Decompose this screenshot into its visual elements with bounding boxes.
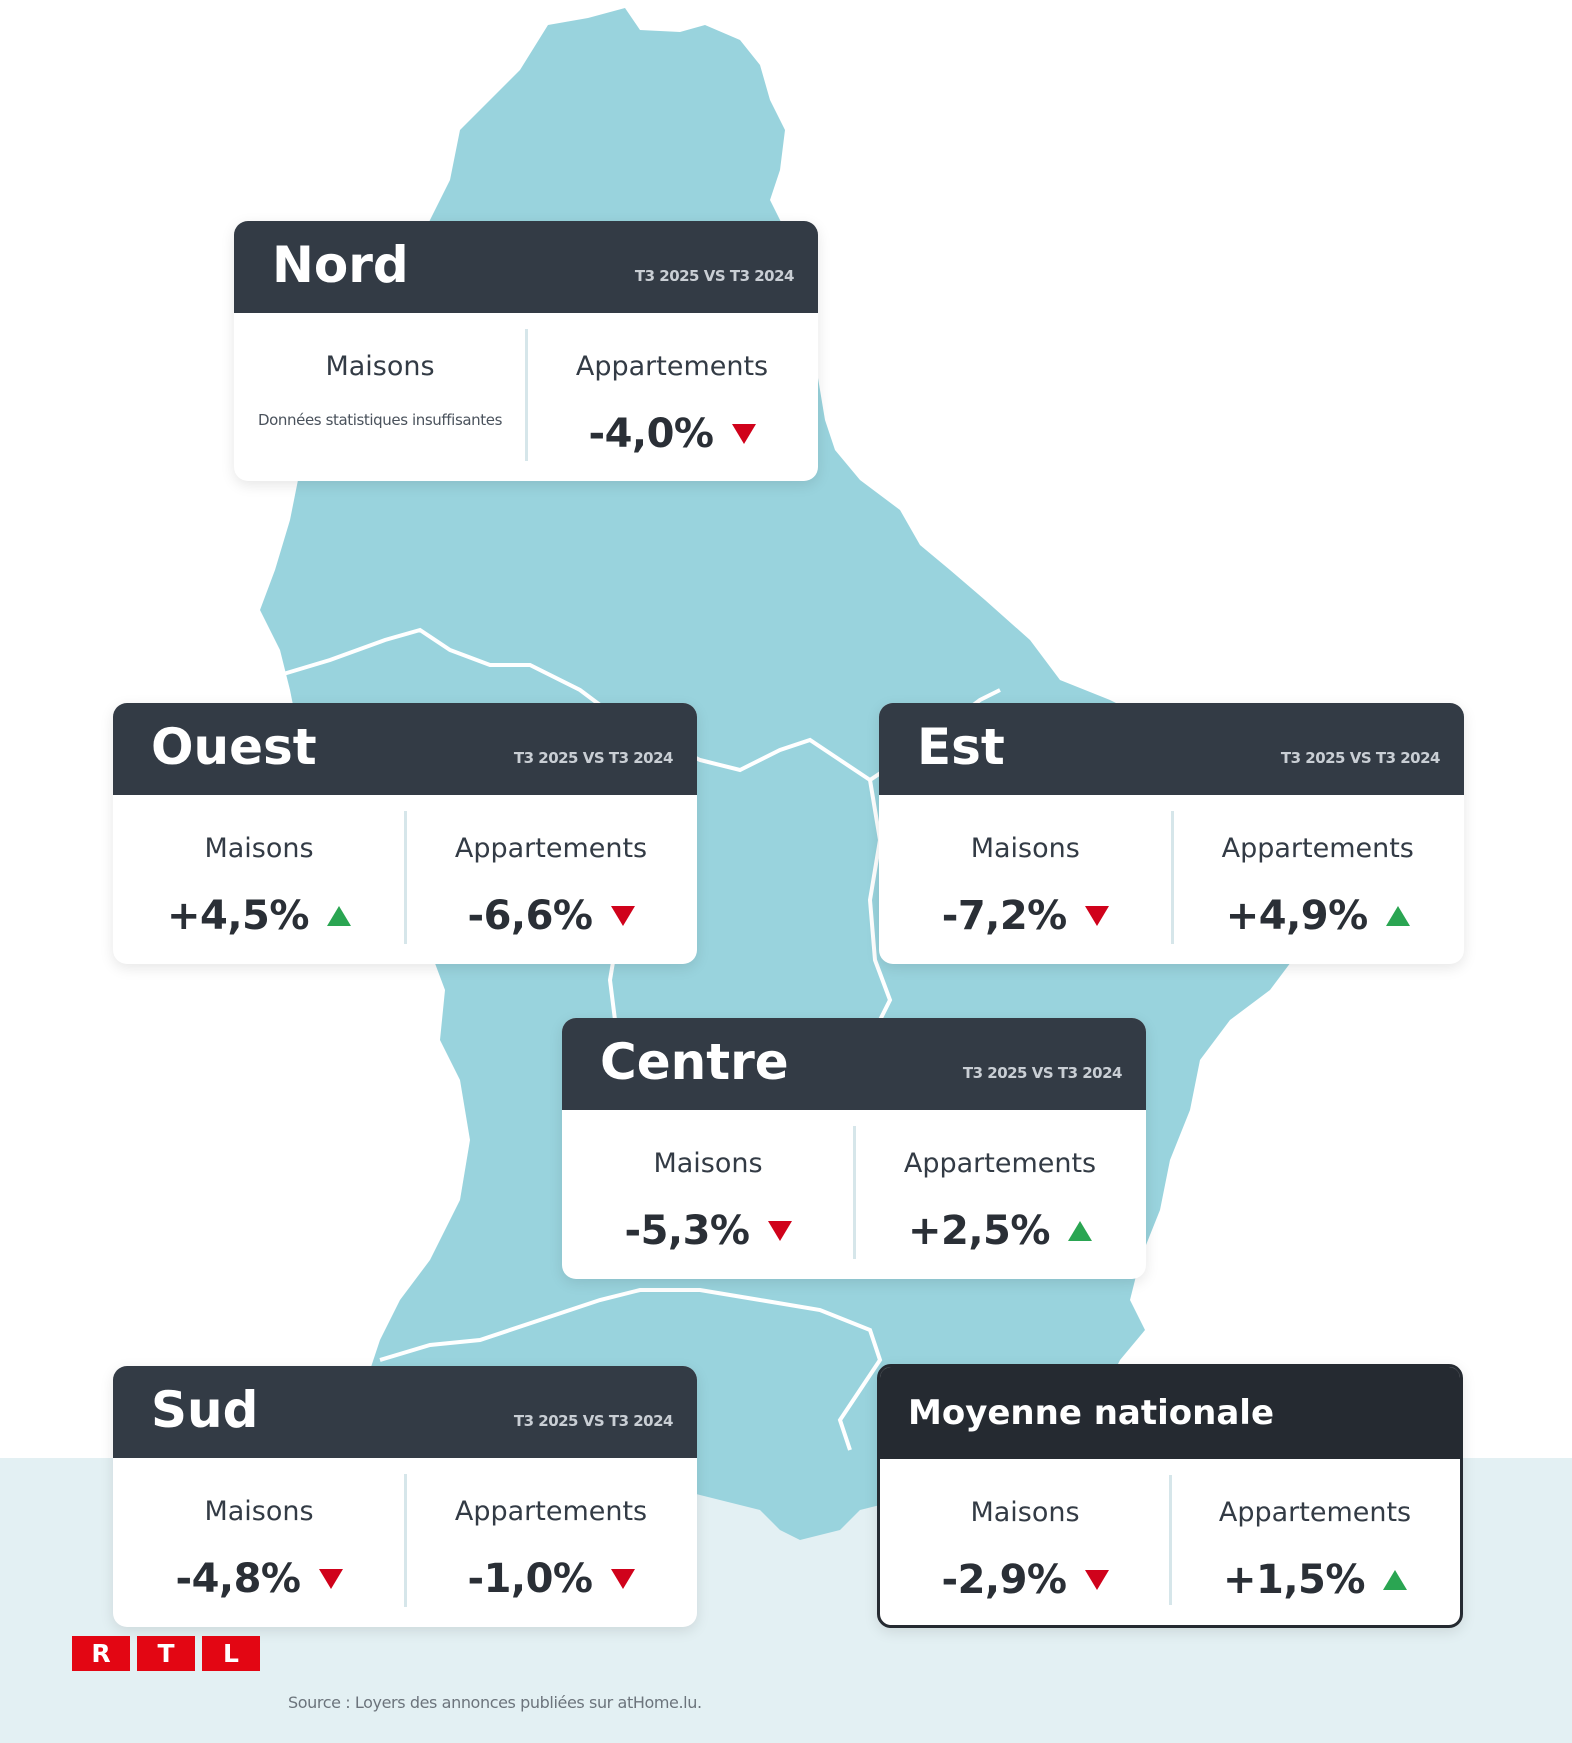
period-label: T3 2025 VS T3 2024 bbox=[634, 267, 795, 285]
appartements-label: Appartements bbox=[454, 833, 648, 864]
appartements-label: Appartements bbox=[1221, 833, 1414, 864]
maisons-label: Maisons bbox=[204, 833, 314, 864]
arrow-down-icon bbox=[1084, 906, 1109, 926]
region-title: Ouest bbox=[151, 718, 317, 776]
maisons-value: -7,2% bbox=[941, 893, 1068, 939]
card-header: Centre T3 2025 VS T3 2024 bbox=[562, 1018, 1146, 1110]
value-row: -5,3% bbox=[562, 1208, 854, 1254]
maisons-value: -2,9% bbox=[941, 1557, 1067, 1603]
value-row: +4,9% bbox=[1172, 893, 1465, 939]
column-divider bbox=[853, 1126, 856, 1259]
maisons-value: -5,3% bbox=[624, 1208, 750, 1254]
appartements-value: -6,6% bbox=[467, 893, 593, 939]
maisons-value: +4,5% bbox=[167, 893, 309, 939]
maisons-column: Maisons -5,3% bbox=[562, 1110, 854, 1279]
arrow-down-icon bbox=[610, 906, 635, 926]
card-body: Maisons -5,3% Appartements +2,5% bbox=[562, 1110, 1146, 1279]
appartements-column: Appartements +1,5% bbox=[1170, 1459, 1460, 1625]
value-row: -4,0% bbox=[526, 411, 818, 457]
card-body: Maisons -7,2% Appartements +4,9% bbox=[879, 795, 1464, 964]
region-title: Moyenne nationale bbox=[908, 1393, 1274, 1433]
source-note: Source : Loyers des annonces publiées su… bbox=[288, 1693, 702, 1712]
column-divider bbox=[525, 329, 528, 461]
maisons-label: Maisons bbox=[970, 1497, 1080, 1528]
appartements-column: Appartements -4,0% bbox=[526, 313, 818, 481]
value-row: -1,0% bbox=[405, 1556, 697, 1602]
insufficient-data-note: Données statistiques insuffisantes bbox=[258, 411, 502, 429]
appartements-value: +2,5% bbox=[908, 1208, 1050, 1254]
arrow-down-icon bbox=[1084, 1570, 1109, 1590]
card-body: Maisons -4,8% Appartements -1,0% bbox=[113, 1458, 697, 1627]
maisons-label: Maisons bbox=[970, 833, 1080, 864]
region-title: Est bbox=[917, 718, 1005, 776]
appartements-label: Appartements bbox=[575, 351, 769, 382]
arrow-down-icon bbox=[318, 1569, 343, 1589]
maisons-column: Maisons Données statistiques insuffisant… bbox=[234, 313, 526, 481]
appartements-value: -4,0% bbox=[588, 411, 714, 457]
arrow-down-icon bbox=[767, 1221, 792, 1241]
appartements-column: Appartements +2,5% bbox=[854, 1110, 1146, 1279]
region-title: Nord bbox=[272, 236, 409, 294]
value-row: +1,5% bbox=[1170, 1557, 1460, 1603]
arrow-up-icon bbox=[1382, 1570, 1407, 1590]
value-row: -6,6% bbox=[405, 893, 697, 939]
appartements-value: +4,9% bbox=[1225, 893, 1368, 939]
period-label: T3 2025 VS T3 2024 bbox=[513, 1412, 674, 1430]
maisons-column: Maisons -7,2% bbox=[879, 795, 1172, 964]
maisons-label: Maisons bbox=[204, 1496, 314, 1527]
logo-letter-r: R bbox=[72, 1636, 130, 1671]
value-row: -4,8% bbox=[113, 1556, 405, 1602]
region-border-centre-est bbox=[867, 779, 893, 1021]
region-title: Centre bbox=[600, 1033, 789, 1091]
card-moyenne-nationale: Moyenne nationale Maisons -2,9% Appartem… bbox=[877, 1364, 1463, 1628]
column-divider bbox=[404, 1474, 407, 1607]
column-divider bbox=[404, 811, 407, 944]
appartements-label: Appartements bbox=[454, 1496, 648, 1527]
region-title: Sud bbox=[151, 1381, 259, 1439]
card-nord: Nord T3 2025 VS T3 2024 Maisons Données … bbox=[234, 221, 818, 481]
card-est: Est T3 2025 VS T3 2024 Maisons -7,2% App… bbox=[879, 703, 1464, 964]
appartements-label: Appartements bbox=[903, 1148, 1097, 1179]
card-header: Nord T3 2025 VS T3 2024 bbox=[234, 221, 818, 313]
maisons-column: Maisons -4,8% bbox=[113, 1458, 405, 1627]
appartements-value: -1,0% bbox=[467, 1556, 593, 1602]
value-row: +2,5% bbox=[854, 1208, 1146, 1254]
maisons-label: Maisons bbox=[653, 1148, 763, 1179]
value-row: -2,9% bbox=[880, 1557, 1170, 1603]
appartements-value: +1,5% bbox=[1223, 1557, 1365, 1603]
appartements-column: Appartements +4,9% bbox=[1172, 795, 1465, 964]
logo-letter-l: L bbox=[202, 1636, 260, 1671]
appartements-label: Appartements bbox=[1218, 1497, 1412, 1528]
arrow-down-icon bbox=[731, 424, 756, 444]
region-border-sud bbox=[379, 1288, 883, 1451]
maisons-column: Maisons -2,9% bbox=[880, 1459, 1170, 1625]
arrow-down-icon bbox=[610, 1569, 635, 1589]
appartements-column: Appartements -1,0% bbox=[405, 1458, 697, 1627]
card-body: Maisons -2,9% Appartements +1,5% bbox=[880, 1459, 1460, 1625]
period-label: T3 2025 VS T3 2024 bbox=[1280, 749, 1441, 767]
arrow-up-icon bbox=[1067, 1221, 1092, 1241]
maisons-label: Maisons bbox=[325, 351, 435, 382]
period-label: T3 2025 VS T3 2024 bbox=[513, 749, 674, 767]
period-label: T3 2025 VS T3 2024 bbox=[962, 1064, 1123, 1082]
value-row: +4,5% bbox=[113, 893, 405, 939]
card-sud: Sud T3 2025 VS T3 2024 Maisons -4,8% App… bbox=[113, 1366, 697, 1627]
card-centre: Centre T3 2025 VS T3 2024 Maisons -5,3% … bbox=[562, 1018, 1146, 1279]
card-body: Maisons +4,5% Appartements -6,6% bbox=[113, 795, 697, 964]
card-ouest: Ouest T3 2025 VS T3 2024 Maisons +4,5% A… bbox=[113, 703, 697, 964]
card-header: Est T3 2025 VS T3 2024 bbox=[879, 703, 1464, 795]
value-row: -7,2% bbox=[879, 893, 1172, 939]
logo-letter-t: T bbox=[137, 1636, 195, 1671]
card-header: Ouest T3 2025 VS T3 2024 bbox=[113, 703, 697, 795]
column-divider bbox=[1169, 1475, 1172, 1605]
card-body: Maisons Données statistiques insuffisant… bbox=[234, 313, 818, 481]
arrow-up-icon bbox=[1385, 906, 1410, 926]
maisons-value: -4,8% bbox=[175, 1556, 301, 1602]
card-header: Sud T3 2025 VS T3 2024 bbox=[113, 1366, 697, 1458]
maisons-column: Maisons +4,5% bbox=[113, 795, 405, 964]
card-header: Moyenne nationale bbox=[880, 1367, 1460, 1459]
column-divider bbox=[1170, 811, 1174, 944]
arrow-up-icon bbox=[326, 906, 351, 926]
appartements-column: Appartements -6,6% bbox=[405, 795, 697, 964]
